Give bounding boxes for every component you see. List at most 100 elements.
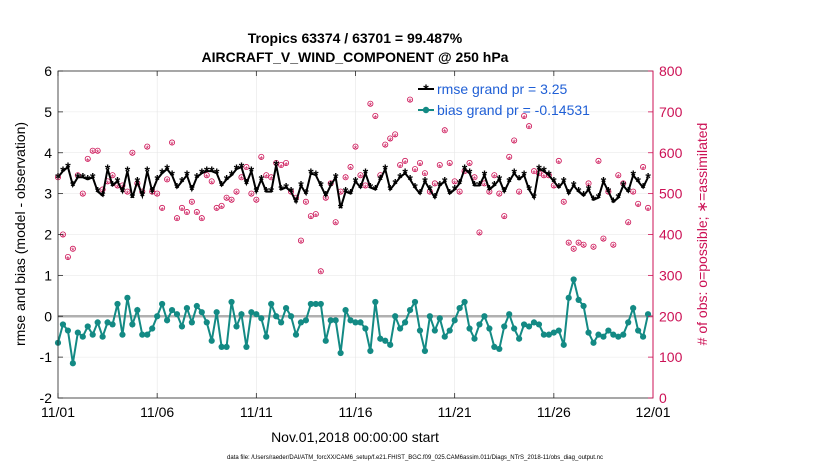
bias-point-15 [129,321,136,328]
bias-point-104 [570,276,577,283]
x-axis-label: Nov.01,2018 00:00:00 start [271,429,439,445]
obs-assimilated-point-35: * [230,197,234,207]
obs-assimilated-point-81: * [458,189,462,199]
rmse-point-85: * [477,177,483,193]
rmse-point-113: * [616,190,622,206]
rmse-point-96: * [531,190,537,206]
bias-point-25 [178,323,186,330]
rmse-point-48: * [293,194,299,210]
bias-series [54,276,652,367]
rmse-point-93: * [516,171,522,187]
obs-possible-point-109 [595,157,602,164]
obs-possible-point-71 [407,96,414,103]
rmse-point-55: * [328,177,334,193]
y-left-tick-label-0: -2 [40,390,53,406]
bias-point-62 [362,325,369,332]
rmse-point-84: * [472,177,478,193]
rmse-point-116: * [630,167,636,183]
y-left-tick-label-5: 3 [44,186,52,202]
bias-point-32 [213,309,220,316]
rmse-point-54: * [323,188,329,204]
y-right-tick-label-7: 700 [659,104,683,120]
obs-assimilated-point-33: * [220,203,224,213]
obs-possible-point-113 [615,172,622,179]
x-tick-label-5: 11/26 [537,404,571,420]
rmse-point-109: * [596,190,602,206]
rmse-point-12: * [115,173,121,189]
rmse-point-77: * [437,177,443,193]
rmse-point-42: * [264,184,270,200]
bias-point-36 [233,323,240,330]
rmse-point-108: * [591,192,597,208]
bias-point-79 [446,327,453,334]
obs-assimilated-point-89: * [498,191,502,201]
bias-point-117 [635,327,642,334]
obs-assimilated-point-42: * [264,173,268,183]
rmse-point-78: * [442,173,448,189]
left-axis-ticks: -2 -1 0 1 2 3 4 5 6 [40,63,63,406]
obs-assimilated-point-113: * [617,173,621,183]
obs-assimilated-point-20: * [155,191,159,201]
rmse-point-101: * [556,179,562,195]
rmse-point-3: * [70,177,76,193]
left-axis-label: rmse and bias (model - observation) [12,122,28,346]
bias-point-90 [501,323,508,330]
obs-assimilated-point-54: * [324,195,328,205]
obs-assimilated-point-71: * [408,97,412,107]
obs-assimilated-point-6: * [86,156,90,166]
bias-point-63 [367,347,374,355]
obs-possible-point-119 [645,204,652,211]
y-left-tick-label-4: 2 [44,227,52,243]
y-left-tick-label-6: 4 [44,145,52,161]
obs-assimilated-point-76: * [433,181,437,191]
obs-possible-point-112 [610,241,617,248]
obs-assimilated-point-51: * [309,214,313,224]
rmse-point-10: * [105,161,111,177]
bias-point-76 [431,327,438,334]
rmse-point-63: * [368,179,374,195]
obs-possible-point-34 [223,194,230,201]
bias-point-94 [520,321,528,328]
obs-assimilated-point-82: * [463,169,467,179]
obs-assimilated-point-112: * [612,242,616,252]
rmse-point-66: * [383,161,389,177]
bias-point-53 [317,300,324,308]
rmse-point-119: * [645,169,651,185]
bias-point-24 [173,311,181,318]
rmse-point-24: * [174,179,180,195]
bias-point-42 [263,333,270,340]
legend: * rmse grand pr = 3.25 bias grand pr = -… [418,81,590,118]
bias-point-45 [278,319,285,326]
x-tick-label-4: 11/21 [438,404,472,420]
obs-assimilated-point-93: * [517,189,521,199]
bias-point-75 [426,313,433,320]
rmse-point-21: * [159,165,165,181]
obs-assimilated-point-68: * [393,132,397,142]
chart-title-line2: AIRCRAFT_V_WIND_COMPONENT @ 250 hPa [202,49,509,65]
obs-possible-point-22 [164,176,171,183]
rmse-point-31: * [209,163,215,179]
chart-title-line1: Tropics 63374 / 63701 = 99.487% [248,30,463,46]
obs-assimilated-point-107: * [587,181,591,191]
bias-point-116 [630,304,637,312]
obs-assimilated-point-103: * [567,240,571,250]
obs-assimilated-point-74: * [423,171,427,181]
rmse-point-23: * [169,167,175,183]
bias-point-88 [491,343,498,351]
obs-possible-point-99 [545,172,552,179]
rmse-point-2: * [65,159,71,175]
obs-possible-point-95 [526,123,533,130]
obs-possible-point-62 [362,182,369,189]
bias-point-27 [188,319,195,326]
bias-point-96 [530,319,538,326]
legend-bias-marker [422,106,430,114]
obs-possible-point-49 [297,237,304,244]
bias-point-119 [644,311,652,318]
obs-possible-point-76 [431,180,438,187]
obs-assimilated-point-31: * [210,179,214,189]
rmse-point-68: * [392,175,398,191]
obs-assimilated-point-109: * [597,158,601,168]
bias-point-58 [342,307,349,314]
obs-assimilated-point-91: * [507,154,511,164]
rmse-point-45: * [278,182,284,198]
